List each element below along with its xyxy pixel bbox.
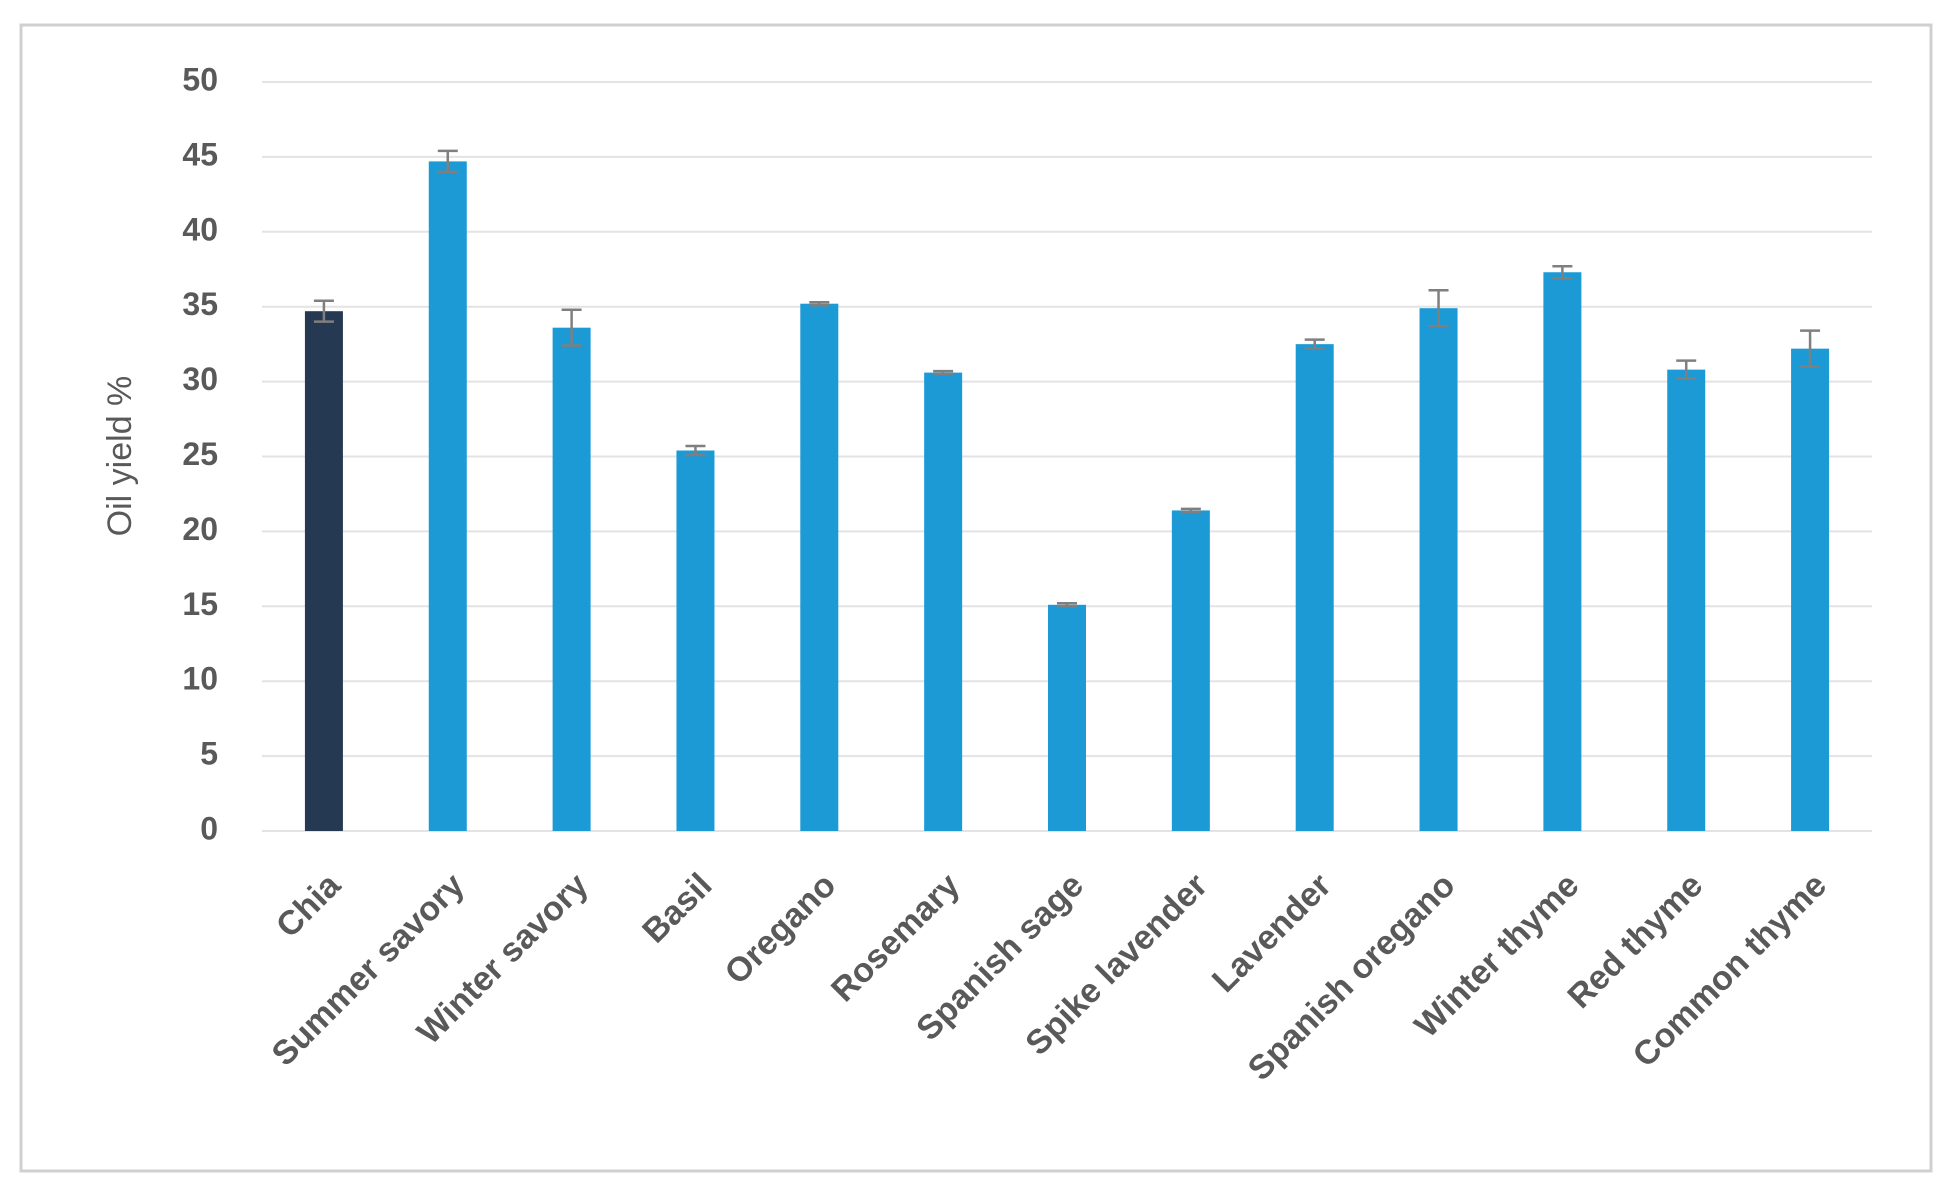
y-tick-label: 10: [182, 661, 218, 697]
bar: [304, 311, 343, 832]
y-tick-label: 15: [182, 586, 218, 622]
y-tick-label: 25: [182, 436, 218, 472]
bar: [552, 327, 591, 831]
y-tick-label: 50: [182, 61, 218, 97]
y-tick-label: 5: [200, 736, 218, 772]
bar: [1171, 510, 1210, 831]
bar: [1543, 272, 1582, 832]
y-tick-label: 0: [200, 810, 218, 846]
bar: [800, 303, 839, 832]
bar: [1667, 369, 1706, 831]
bar: [428, 161, 467, 832]
bar: [1791, 348, 1830, 831]
y-tick-label: 45: [182, 136, 218, 172]
y-tick-label: 35: [182, 286, 218, 322]
y-axis-label: Oil yield %: [101, 376, 139, 537]
bar: [1419, 308, 1458, 831]
bar: [924, 372, 963, 831]
y-tick-label: 40: [182, 211, 218, 247]
bar: [1048, 604, 1086, 831]
y-tick-label: 30: [182, 361, 218, 397]
bar: [1295, 344, 1334, 831]
bar: [676, 450, 715, 831]
y-tick-label: 20: [182, 511, 218, 547]
